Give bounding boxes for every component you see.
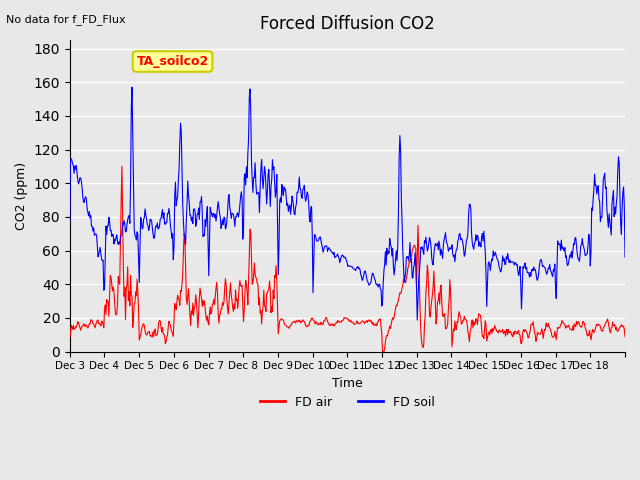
Text: TA_soilco2: TA_soilco2 [136,55,209,68]
X-axis label: Time: Time [332,377,363,390]
Y-axis label: CO2 (ppm): CO2 (ppm) [15,162,28,230]
Title: Forced Diffusion CO2: Forced Diffusion CO2 [260,15,435,33]
Text: No data for f_FD_Flux: No data for f_FD_Flux [6,14,126,25]
Legend: FD air, FD soil: FD air, FD soil [255,391,440,414]
